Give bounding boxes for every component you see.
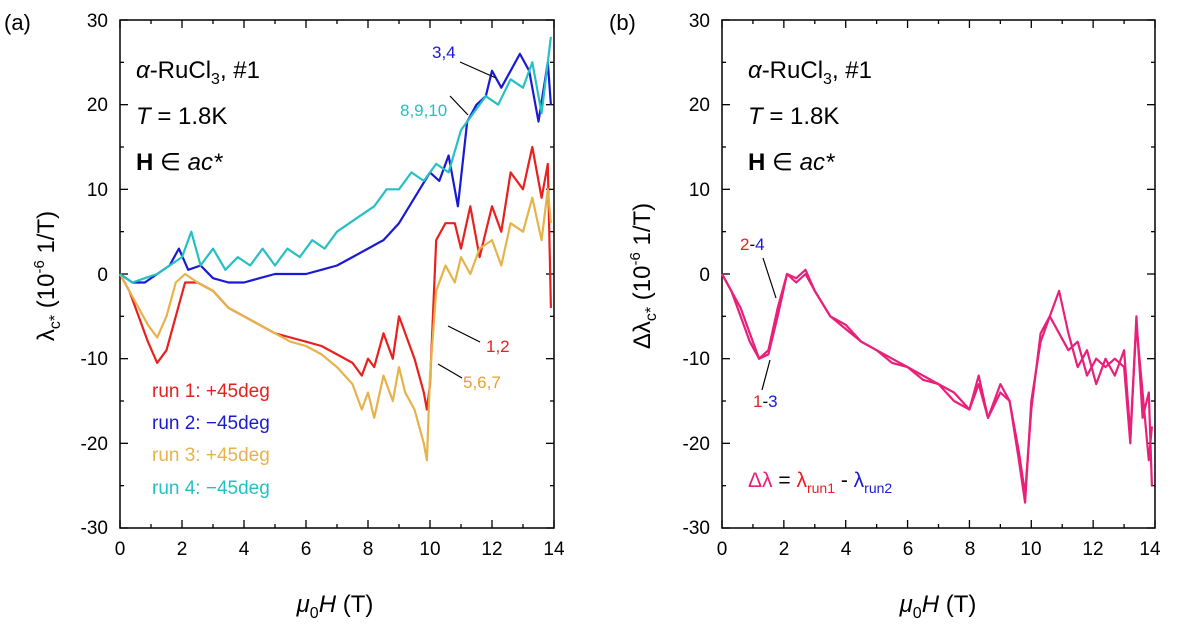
- legend-item-run2: run 2: −45deg: [152, 413, 270, 434]
- y-axis-label-b: Δλc* (10-6 1/T): [627, 203, 660, 349]
- annotation-3-4: 3,4: [432, 43, 456, 62]
- x-tick-label: 12: [481, 539, 502, 560]
- info-block-a: α-RuCl3, #1 T = 1.8K H ∈ ac*: [136, 57, 260, 176]
- y-axis-label-a: λc* (10-6 1/T): [31, 211, 64, 341]
- x-tick-label: 6: [903, 539, 914, 560]
- series-line-a-4: [119, 36, 552, 284]
- x-tick-label: 10: [1020, 539, 1041, 560]
- annotation-leader: [459, 61, 497, 79]
- info-block-b: α-RuCl3, #1 T = 1.8K H ∈ ac*: [748, 57, 872, 176]
- annotation-5-6-7: 5,6,7: [463, 373, 501, 392]
- panel-a: (a) 30 20 10 0 -10 -20 -30 0 2 4 6 8 10 …: [4, 10, 565, 622]
- panel-letter-b: (b): [609, 10, 636, 35]
- panel-b: (b) 30 20 10 0 -10 -20 -30 0 2 4 6 8 10 …: [609, 10, 1161, 622]
- x-tick-label: 4: [841, 539, 852, 560]
- y-tick-label: 30: [689, 11, 710, 32]
- x-tick-label: 2: [177, 539, 188, 560]
- y-tick-label: -30: [683, 518, 710, 539]
- x-tick-label: 4: [239, 539, 250, 560]
- annotation-leader: [761, 359, 771, 391]
- y-tick-label: -30: [81, 518, 108, 539]
- x-axis-label-a: μ0H (T): [296, 591, 374, 622]
- y-tick-label: 20: [87, 95, 108, 116]
- y-tick-label: 20: [689, 95, 710, 116]
- x-tick-label: 12: [1082, 539, 1103, 560]
- material-label-a: α-RuCl3, #1: [136, 57, 260, 88]
- y-tick-label: -10: [81, 349, 108, 370]
- x-tick-labels-a: 0 2 4 6 8 10 12 14: [115, 539, 565, 560]
- y-tick-label: -20: [683, 434, 710, 455]
- panel-letter-a: (a): [4, 10, 31, 35]
- annotation-1-3: 1-3: [753, 392, 778, 411]
- x-tick-label: 6: [301, 539, 312, 560]
- temperature-label-a: T = 1.8K: [136, 103, 227, 130]
- field-label-b: H ∈ ac*: [748, 149, 835, 176]
- y-tick-label: -20: [81, 434, 108, 455]
- annotation-leader: [449, 95, 469, 116]
- y-tick-labels-b: 30 20 10 0 -10 -20 -30: [683, 11, 710, 539]
- series-line-a-1: [119, 145, 552, 411]
- x-tick-label: 0: [717, 539, 728, 560]
- x-tick-label: 8: [965, 539, 976, 560]
- y-tick-label: 10: [87, 180, 108, 201]
- annotation-2-4: 2-4: [740, 235, 765, 254]
- y-tick-label: 30: [87, 11, 108, 32]
- annotation-8-9-10: 8,9,10: [400, 101, 447, 120]
- x-tick-label: 8: [363, 539, 374, 560]
- material-label-b: α-RuCl3, #1: [748, 57, 872, 88]
- y-tick-label: 0: [97, 265, 108, 286]
- annotations-a: 3,4 8,9,10 1,2 5,6,7: [400, 43, 510, 392]
- x-tick-label: 14: [1139, 539, 1161, 560]
- x-tick-labels-b: 0 2 4 6 8 10 12 14: [717, 539, 1161, 560]
- annotation-leader: [762, 257, 777, 299]
- field-label-a: H ∈ ac*: [136, 149, 223, 176]
- difference-formula: Δλ = λrun1 - λrun2: [748, 469, 892, 496]
- temperature-label-b: T = 1.8K: [748, 103, 839, 130]
- legend-item-run1: run 1: +45deg: [152, 381, 270, 402]
- y-tick-label: 0: [699, 265, 710, 286]
- legend-item-run4: run 4: −45deg: [152, 478, 270, 499]
- annotation-leader: [437, 363, 463, 379]
- series-line-a-2: [119, 52, 552, 284]
- x-tick-label: 14: [543, 539, 565, 560]
- y-tick-label: -10: [683, 349, 710, 370]
- annotation-leader: [447, 325, 481, 343]
- y-tick-labels-a: 30 20 10 0 -10 -20 -30: [81, 11, 108, 539]
- series-group-a: [119, 36, 552, 462]
- annotations-b: 2-4 1-3: [740, 235, 778, 411]
- axis-ticks-b: [721, 19, 1156, 529]
- x-axis-label-b: μ0H (T): [899, 591, 977, 622]
- x-tick-label: 10: [419, 539, 440, 560]
- y-tick-label: 10: [689, 180, 710, 201]
- x-tick-label: 2: [779, 539, 790, 560]
- series-line-a-3: [119, 188, 552, 462]
- legend-a: run 1: +45deg run 2: −45deg run 3: +45de…: [152, 381, 270, 499]
- legend-item-run3: run 3: +45deg: [152, 445, 270, 466]
- series-group-b: [721, 268, 1153, 504]
- series-line-b-2: [721, 268, 1153, 496]
- annotation-1-2: 1,2: [486, 337, 510, 356]
- x-tick-label: 0: [115, 539, 126, 560]
